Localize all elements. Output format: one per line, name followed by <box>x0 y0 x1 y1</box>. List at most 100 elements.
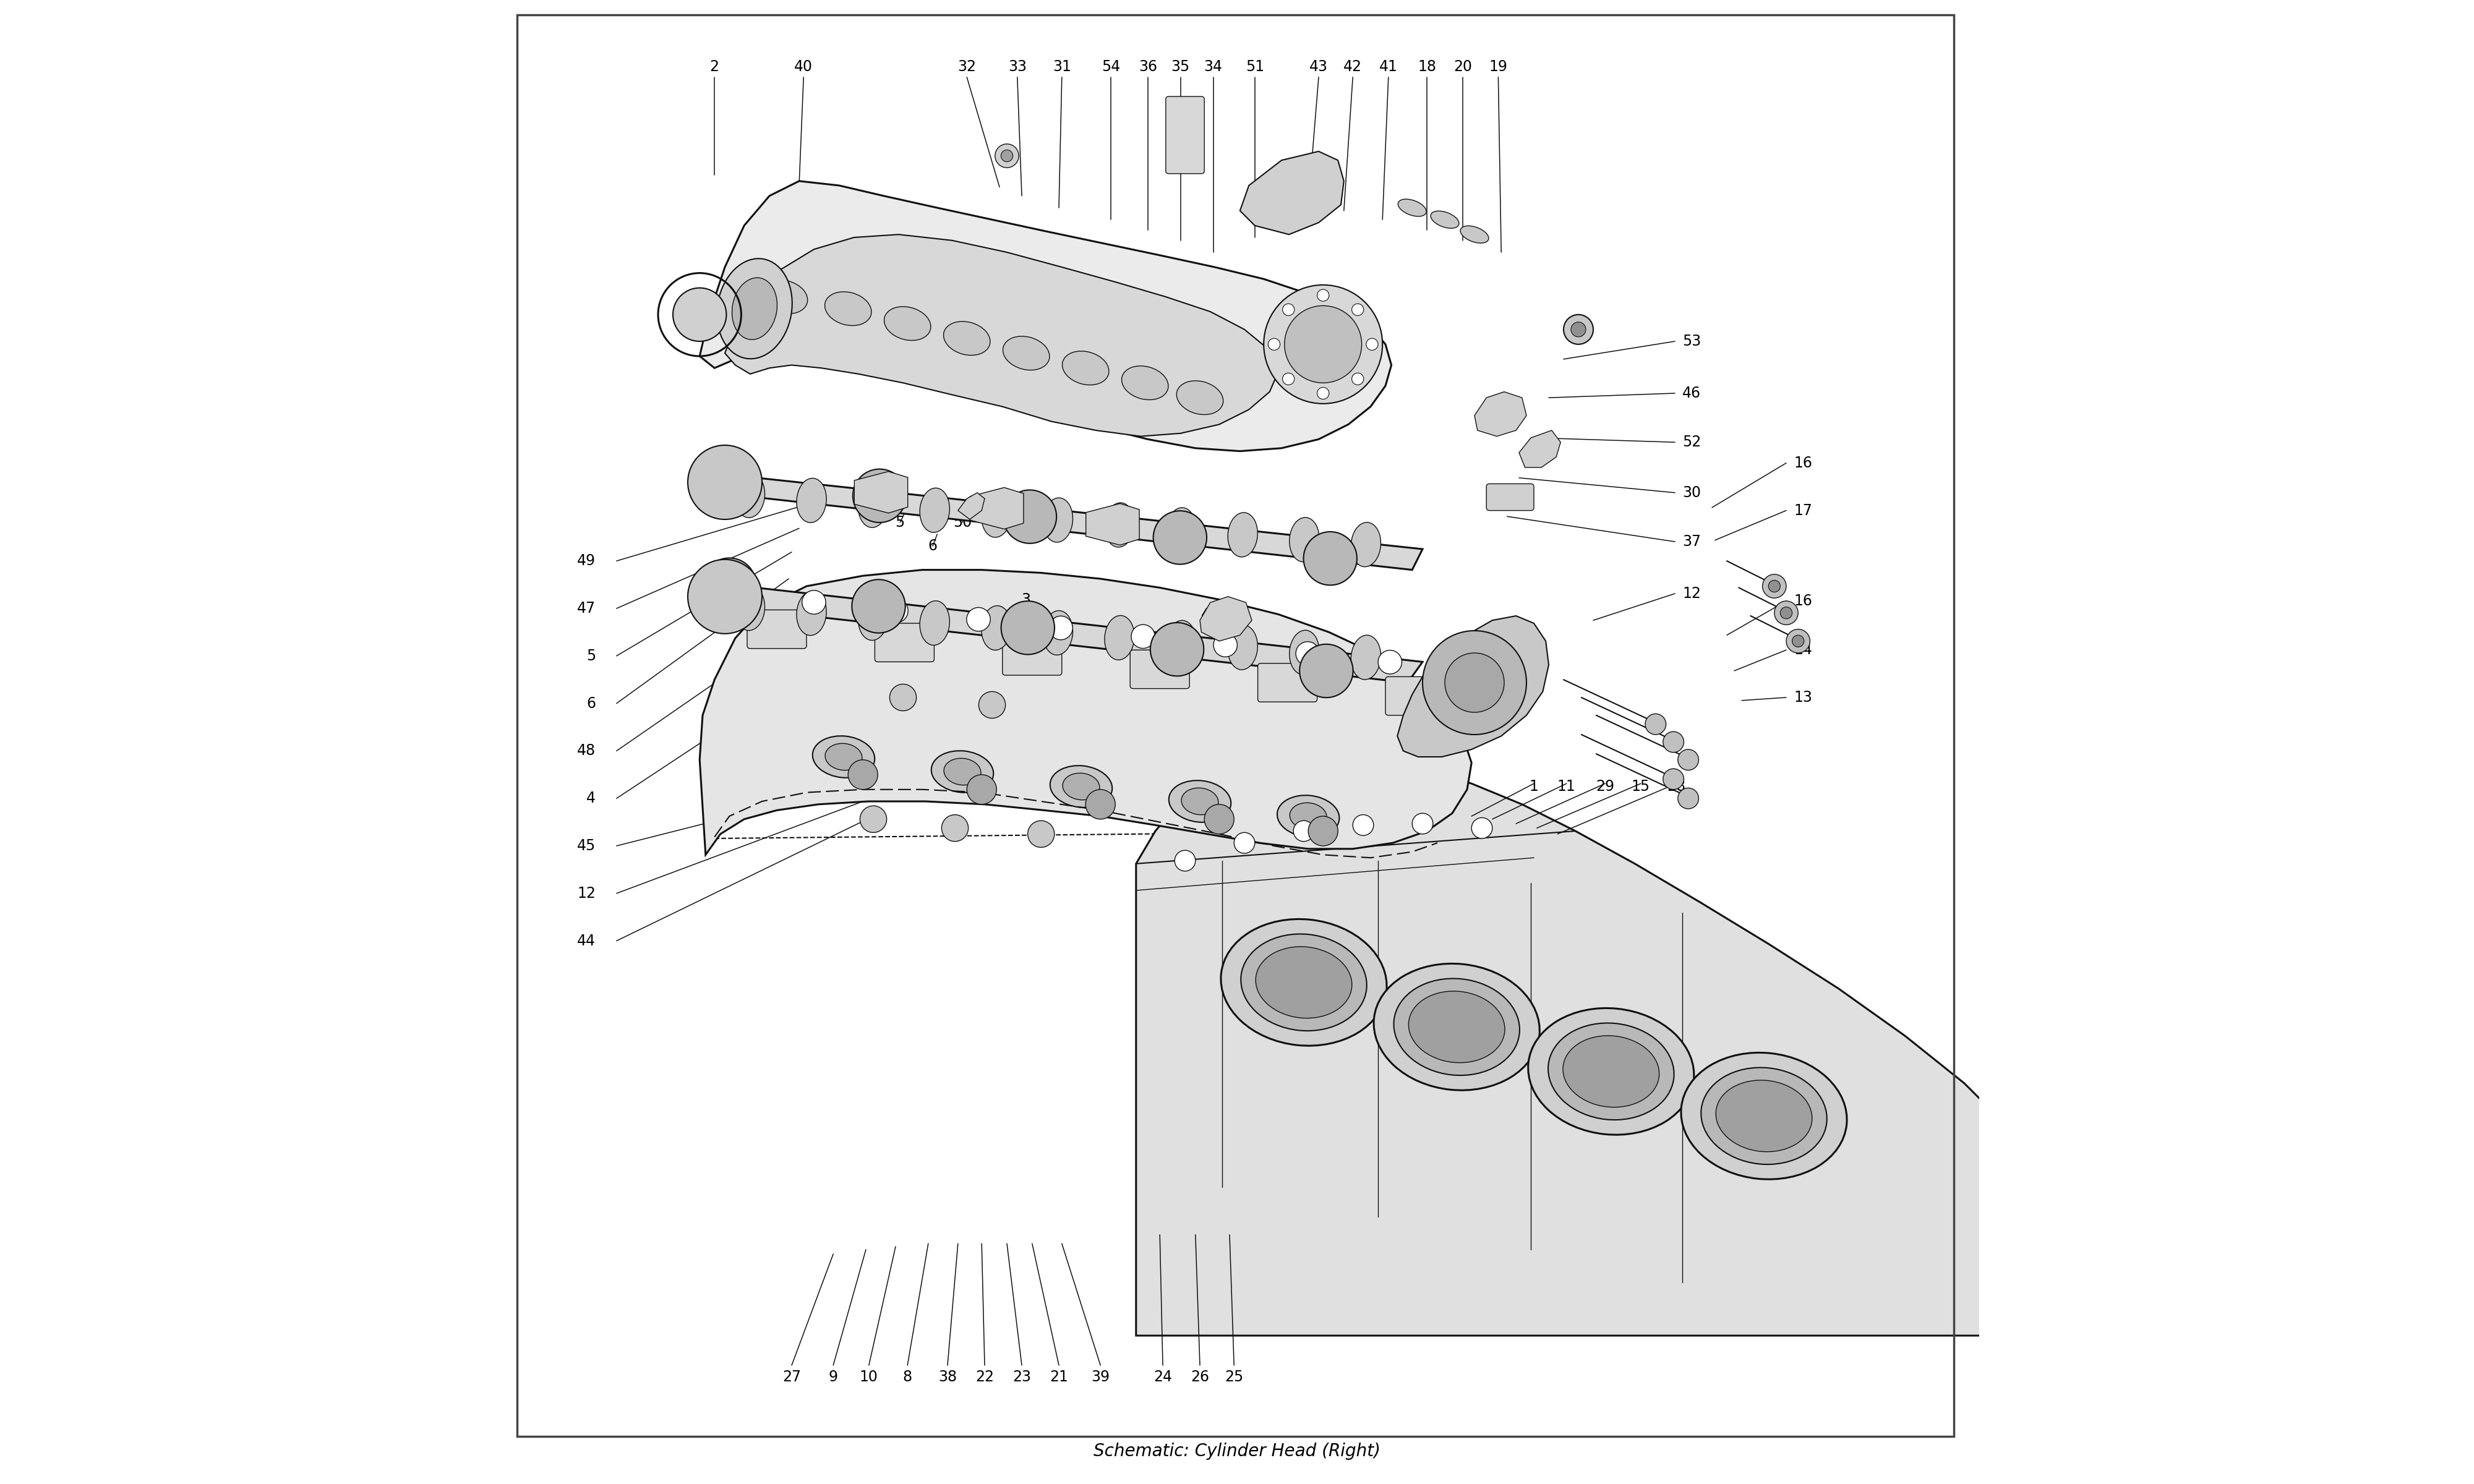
Ellipse shape <box>1121 367 1168 399</box>
Circle shape <box>1304 531 1356 585</box>
Polygon shape <box>1086 503 1141 545</box>
Text: 14: 14 <box>1794 643 1811 657</box>
Text: 6: 6 <box>586 696 596 711</box>
FancyBboxPatch shape <box>1165 96 1205 174</box>
Text: 24: 24 <box>1153 1370 1173 1385</box>
Ellipse shape <box>797 478 826 522</box>
Ellipse shape <box>1289 518 1319 562</box>
Text: 46: 46 <box>1682 386 1702 401</box>
Circle shape <box>1282 304 1294 316</box>
Circle shape <box>854 469 905 522</box>
Text: 32: 32 <box>957 59 977 74</box>
Ellipse shape <box>1717 1080 1811 1152</box>
Circle shape <box>1175 850 1195 871</box>
Ellipse shape <box>1529 1008 1695 1135</box>
Ellipse shape <box>920 601 950 646</box>
FancyBboxPatch shape <box>876 623 935 662</box>
Ellipse shape <box>1460 226 1489 243</box>
Circle shape <box>1645 714 1665 735</box>
Ellipse shape <box>1044 497 1074 542</box>
Polygon shape <box>1519 430 1561 467</box>
Text: 3: 3 <box>1022 592 1032 607</box>
Polygon shape <box>1475 392 1526 436</box>
Circle shape <box>1205 804 1235 834</box>
Ellipse shape <box>1242 933 1366 1031</box>
Text: 18: 18 <box>1418 59 1437 74</box>
Circle shape <box>1472 818 1492 838</box>
Ellipse shape <box>1277 795 1338 837</box>
Ellipse shape <box>1061 352 1108 384</box>
Text: 7: 7 <box>1009 643 1019 657</box>
Ellipse shape <box>1680 1052 1848 1180</box>
Circle shape <box>1235 833 1254 853</box>
Circle shape <box>1002 150 1012 162</box>
Circle shape <box>1571 322 1586 337</box>
Circle shape <box>1086 789 1116 819</box>
Text: 13: 13 <box>1794 690 1811 705</box>
Circle shape <box>1663 732 1685 752</box>
Text: 2: 2 <box>710 59 720 74</box>
Ellipse shape <box>1373 963 1539 1091</box>
Ellipse shape <box>1351 522 1380 567</box>
Ellipse shape <box>824 292 871 325</box>
Ellipse shape <box>982 605 1012 650</box>
Text: 20: 20 <box>1452 59 1472 74</box>
Circle shape <box>1131 625 1155 649</box>
Text: 27: 27 <box>782 1370 802 1385</box>
Text: 5: 5 <box>586 649 596 663</box>
Circle shape <box>1299 644 1353 697</box>
Ellipse shape <box>1564 1036 1660 1107</box>
Ellipse shape <box>1408 991 1504 1063</box>
Ellipse shape <box>1398 199 1427 217</box>
Text: 17: 17 <box>1794 503 1811 518</box>
Text: 49: 49 <box>576 554 596 568</box>
Ellipse shape <box>1044 610 1074 654</box>
Text: 12: 12 <box>1682 586 1700 601</box>
Text: 31: 31 <box>1051 59 1071 74</box>
Polygon shape <box>1136 757 1987 1336</box>
Polygon shape <box>854 472 908 513</box>
Polygon shape <box>1200 597 1252 641</box>
Circle shape <box>1366 338 1378 350</box>
Circle shape <box>1445 653 1504 712</box>
Text: 45: 45 <box>576 838 596 853</box>
Ellipse shape <box>1064 773 1098 800</box>
Ellipse shape <box>982 493 1012 537</box>
Circle shape <box>1049 616 1074 640</box>
Text: 16: 16 <box>1794 594 1811 608</box>
Circle shape <box>1677 788 1700 809</box>
Text: 29: 29 <box>1596 779 1616 794</box>
Text: 30: 30 <box>1682 485 1702 500</box>
Ellipse shape <box>1220 919 1388 1046</box>
Text: 21: 21 <box>1049 1370 1069 1385</box>
Polygon shape <box>725 234 1279 436</box>
Circle shape <box>1316 289 1329 301</box>
Text: 37: 37 <box>1682 534 1702 549</box>
Text: 48: 48 <box>576 743 596 758</box>
Text: 42: 42 <box>1343 59 1363 74</box>
Text: 50: 50 <box>952 515 972 530</box>
Ellipse shape <box>1351 635 1380 680</box>
Ellipse shape <box>945 758 980 785</box>
Polygon shape <box>1239 151 1343 234</box>
Circle shape <box>1150 623 1205 677</box>
Circle shape <box>861 806 886 833</box>
Ellipse shape <box>1289 631 1319 675</box>
Text: 26: 26 <box>1190 1370 1210 1385</box>
Ellipse shape <box>943 322 990 355</box>
Circle shape <box>1761 574 1786 598</box>
Circle shape <box>688 445 762 519</box>
Polygon shape <box>957 493 985 519</box>
Polygon shape <box>715 475 1423 570</box>
Text: 40: 40 <box>794 59 814 74</box>
Circle shape <box>1264 285 1383 404</box>
Ellipse shape <box>1393 978 1519 1076</box>
Polygon shape <box>700 570 1472 855</box>
Text: 4: 4 <box>586 791 596 806</box>
Circle shape <box>1353 815 1373 835</box>
Text: 54: 54 <box>1101 59 1121 74</box>
Text: 1: 1 <box>1529 779 1539 794</box>
Circle shape <box>1351 304 1363 316</box>
Text: 33: 33 <box>1007 59 1027 74</box>
Text: 35: 35 <box>1170 59 1190 74</box>
